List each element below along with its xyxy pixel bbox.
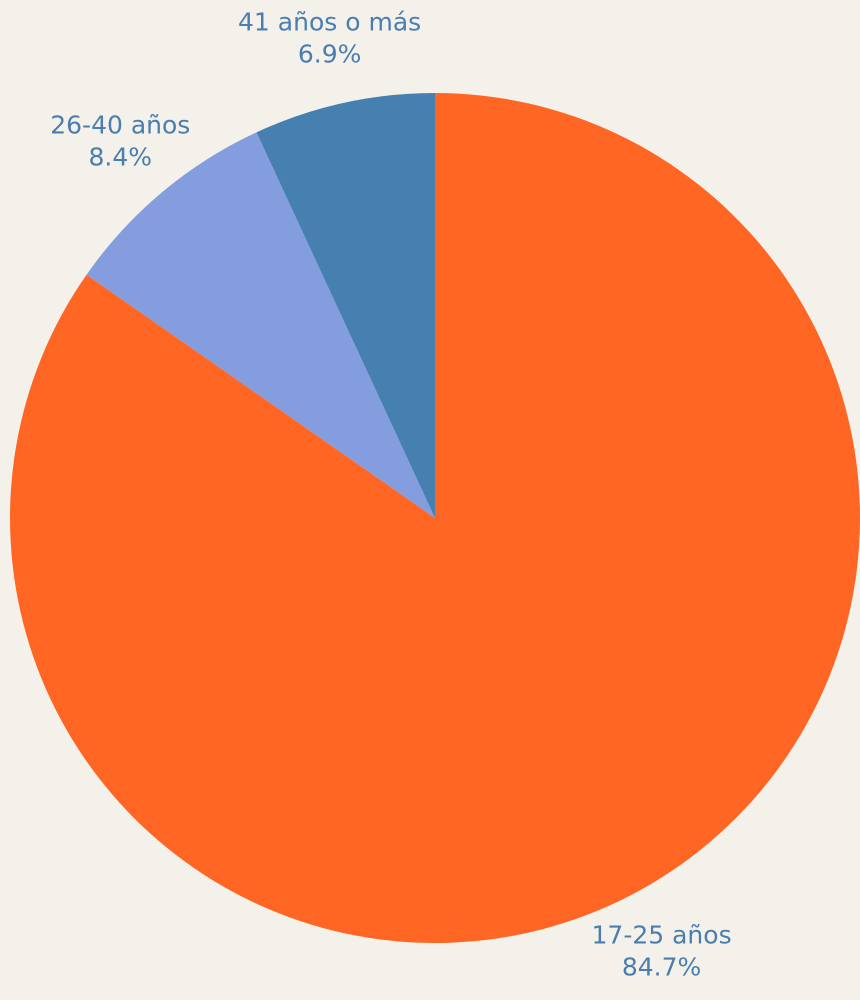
pie-slice xyxy=(256,93,435,518)
slice-label: 26-40 años xyxy=(50,110,190,139)
slice-value-label: 8.4% xyxy=(89,142,153,171)
slice-label: 17-25 años xyxy=(592,920,732,949)
slice-label: 41 años o más xyxy=(238,7,421,36)
pie-slice xyxy=(9,93,860,943)
slice-value-label: 6.9% xyxy=(298,39,362,68)
pie-slice xyxy=(86,132,435,518)
slice-value-label: 84.7% xyxy=(622,952,701,981)
